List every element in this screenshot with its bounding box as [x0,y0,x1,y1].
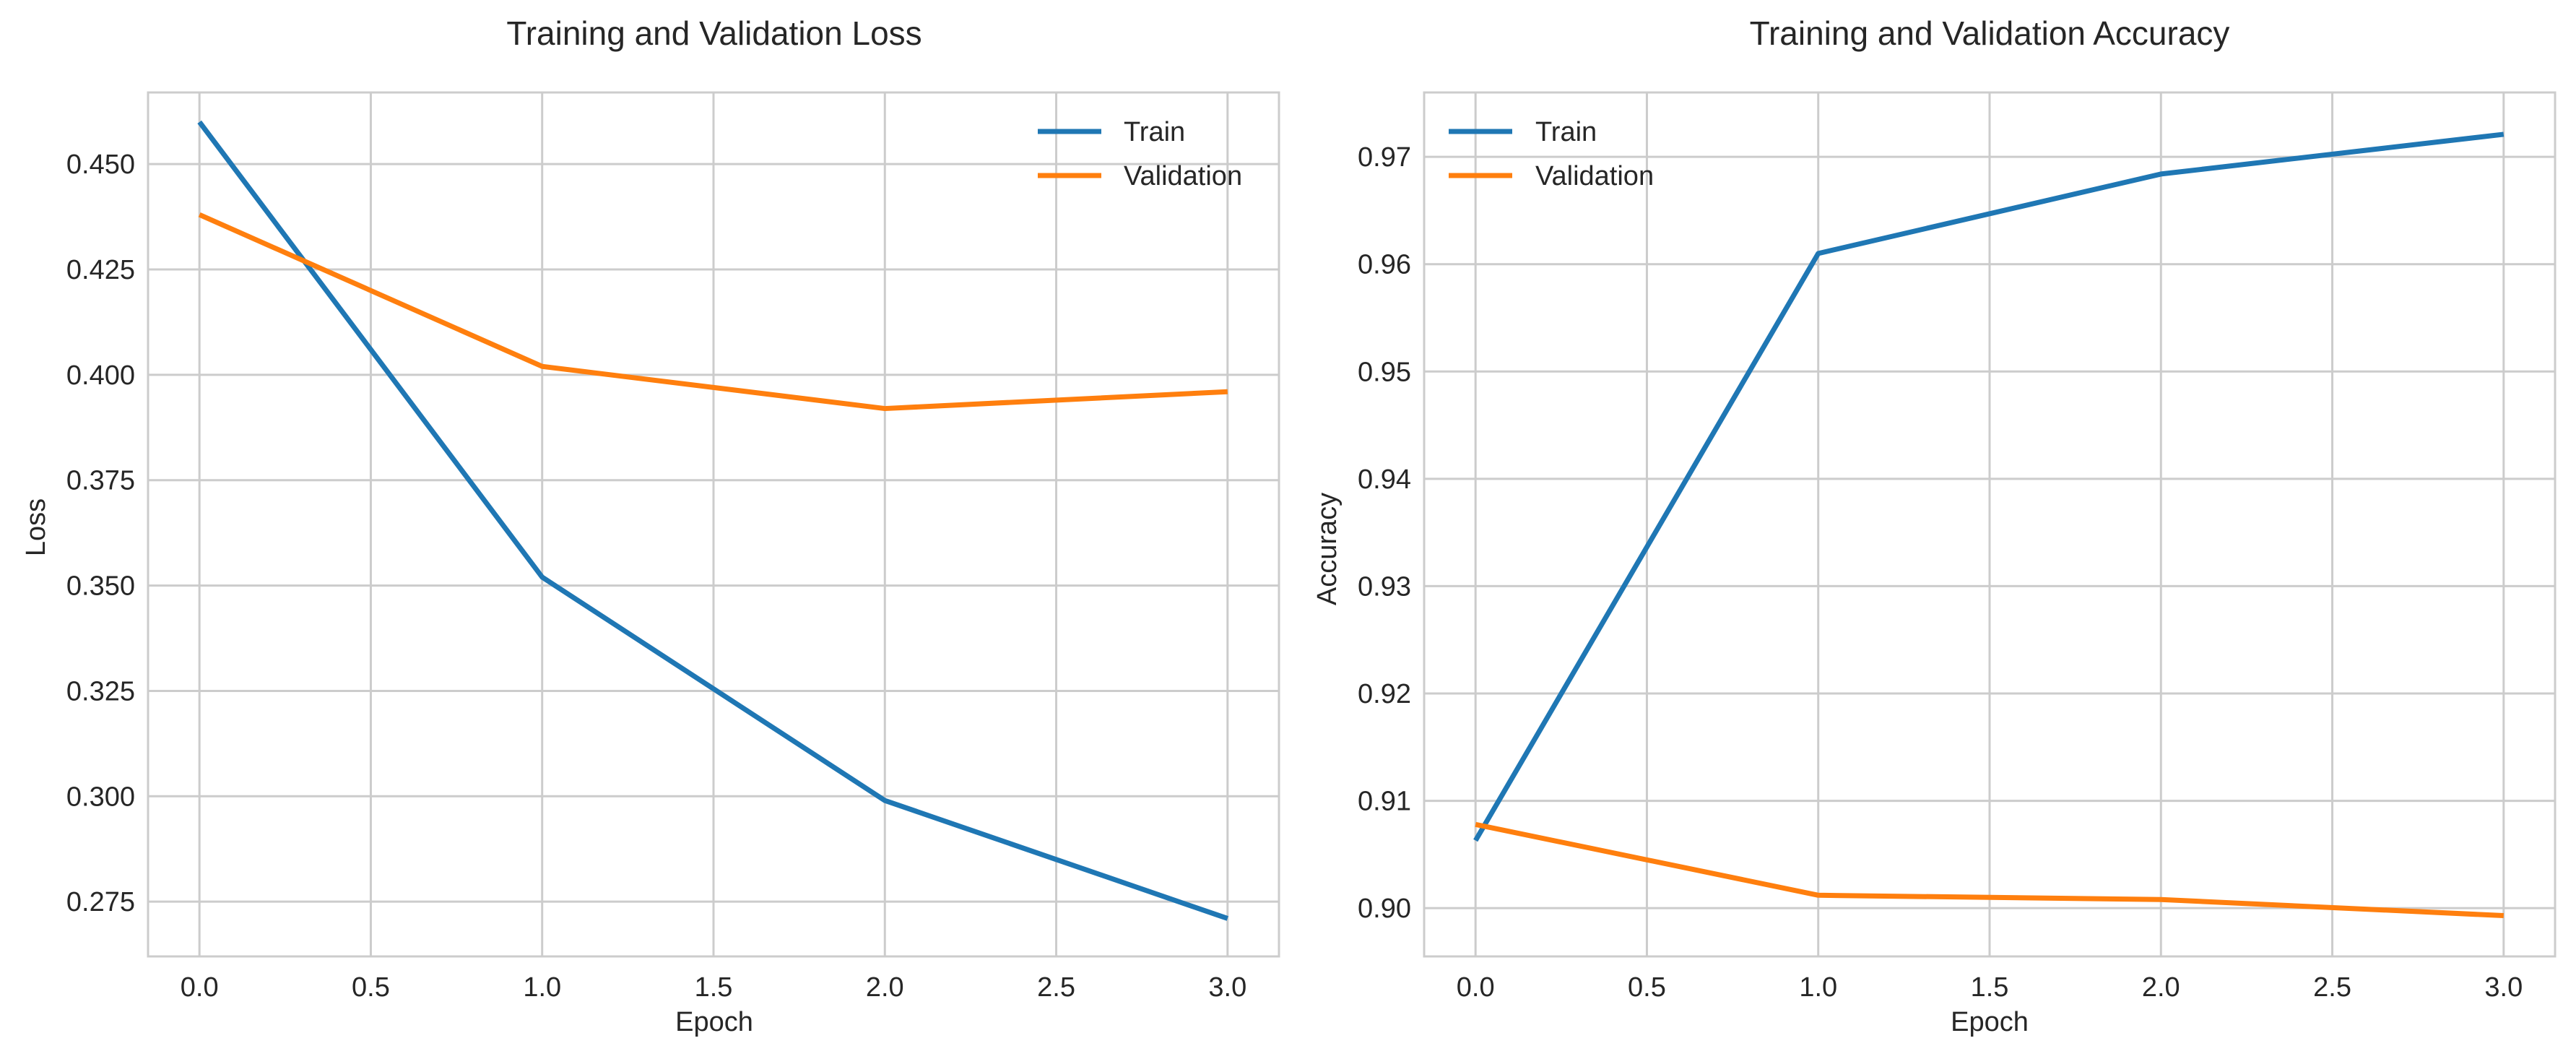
loss-y-tick-label: 0.300 [66,782,135,812]
accuracy-y-tick-label: 0.96 [1358,250,1411,280]
accuracy-y-tick-label: 0.95 [1358,357,1411,387]
loss-y-tick-label: 0.425 [66,255,135,285]
loss-y-tick-label: 0.400 [66,360,135,391]
loss-grid [148,92,1279,956]
accuracy-x-tick-label: 1.0 [1799,972,1837,1003]
accuracy-legend: Train Validation [1449,117,1654,191]
accuracy-legend-validation-label: Validation [1535,161,1654,191]
loss-x-tick-label: 2.5 [1037,972,1075,1003]
accuracy-x-tick-label: 0.0 [1457,972,1495,1003]
accuracy-chart-ylabel: Accuracy [1312,493,1343,605]
accuracy-grid [1424,92,2555,956]
loss-chart-ylabel: Loss [21,498,51,556]
accuracy-y-tick-label: 0.92 [1358,679,1411,709]
loss-train-line [197,120,1228,921]
accuracy-train-line [1473,131,2505,842]
accuracy-legend-train-label: Train [1535,117,1597,147]
accuracy-y-tick-label: 0.97 [1358,142,1411,173]
loss-y-tick-label: 0.350 [66,571,135,602]
accuracy-validation-line [1475,821,2504,919]
accuracy-x-tick-label: 2.5 [2313,972,2351,1003]
loss-x-tick-label: 2.0 [866,972,904,1003]
loss-x-tick-label: 0.5 [352,972,390,1003]
loss-legend-validation-label: Validation [1124,161,1242,191]
accuracy-y-tick-label: 0.94 [1358,464,1411,495]
loss-chart-xlabel: Epoch [675,1007,753,1037]
loss-x-tick-label: 3.0 [1208,972,1246,1003]
accuracy-x-tick-label: 0.5 [1628,972,1666,1003]
loss-x-tick-label: 1.5 [695,972,733,1003]
accuracy-y-tick-label: 0.90 [1358,894,1411,924]
loss-validation-line [198,212,1228,412]
accuracy-y-tick-label: 0.91 [1358,787,1411,817]
loss-y-tick-label: 0.375 [66,466,135,496]
loss-y-tick-label: 0.325 [66,676,135,706]
accuracy-chart: Training and Validation Accuracy Epoch A… [1312,14,2557,1037]
loss-x-tick-label: 0.0 [181,972,219,1003]
accuracy-plot-frame [1423,91,2557,958]
loss-y-tick-label: 0.450 [66,150,135,180]
accuracy-y-tick-label: 0.93 [1358,571,1411,602]
accuracy-x-tick-label: 2.0 [2142,972,2180,1003]
accuracy-x-tick-label: 1.5 [1971,972,2009,1003]
loss-x-tick-label: 1.0 [523,972,561,1003]
accuracy-chart-xlabel: Epoch [1951,1007,2029,1037]
loss-y-tick-label: 0.275 [66,887,135,917]
loss-plot-frame [147,91,1280,958]
loss-legend-train-label: Train [1124,117,1185,147]
loss-chart-title: Training and Validation Loss [506,14,921,52]
loss-legend: Train Validation [1038,117,1242,191]
accuracy-x-tick-label: 3.0 [2484,972,2523,1003]
accuracy-chart-title: Training and Validation Accuracy [1750,14,2230,52]
loss-chart: Training and Validation Loss Epoch Loss … [21,14,1280,1037]
